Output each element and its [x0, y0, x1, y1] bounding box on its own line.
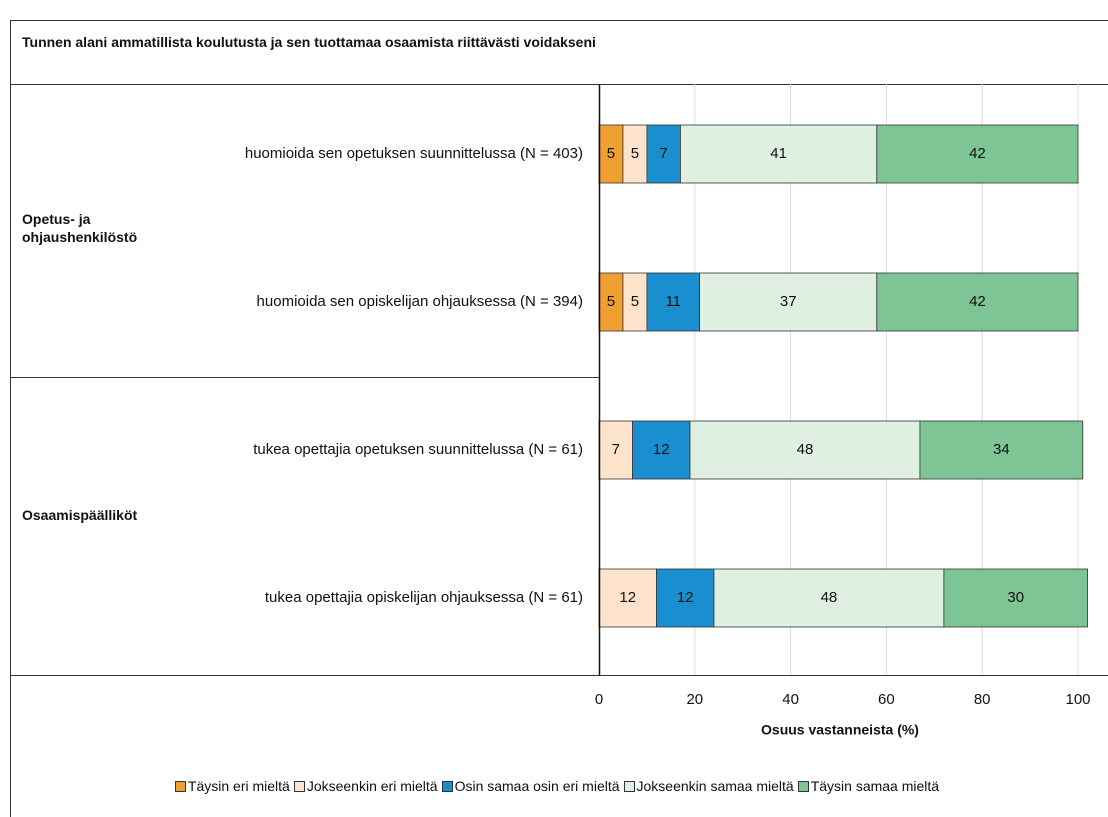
- data-label: 48: [821, 589, 838, 606]
- bar-segment: [646, 272, 700, 332]
- bar-segment: [876, 272, 1079, 332]
- bar-segment: [919, 420, 1084, 480]
- category-label: tukea opettajia opetuksen suunnittelussa…: [253, 441, 583, 458]
- x-tick-label: 40: [782, 691, 799, 708]
- category-label: huomioida sen opiskelijan ohjauksessa (N…: [257, 293, 583, 310]
- legend-item: Jokseenkin samaa mieltä: [623, 778, 794, 794]
- bar-segment: [632, 420, 691, 480]
- legend-label: Osin samaa osin eri mieltä: [454, 778, 620, 794]
- x-axis-label: Osuus vastanneista (%): [761, 722, 919, 738]
- legend-label: Täysin samaa mieltä: [810, 778, 940, 794]
- chart-title: Tunnen alani ammatillista koulutusta ja …: [22, 34, 596, 50]
- x-tick-label: 0: [595, 691, 603, 708]
- data-label: 7: [659, 145, 667, 162]
- data-label: 5: [607, 293, 615, 310]
- data-label: 7: [612, 441, 620, 458]
- legend-label: Täysin eri mieltä: [187, 778, 290, 794]
- legend-item: Täysin samaa mieltä: [797, 778, 940, 794]
- legend-swatch: [797, 780, 809, 792]
- group-label: Opetus- ja ohjaushenkilöstö: [22, 211, 138, 245]
- bar-segment: [943, 568, 1088, 628]
- data-label: 42: [969, 145, 986, 162]
- data-label: 34: [993, 441, 1010, 458]
- data-label: 12: [677, 589, 694, 606]
- legend-swatch: [293, 780, 305, 792]
- legend-swatch: [174, 780, 186, 792]
- bar-segment: [713, 568, 945, 628]
- category-label: huomioida sen opetuksen suunnittelussa (…: [245, 145, 583, 162]
- bar-segment: [680, 124, 878, 184]
- bar-segment: [598, 568, 657, 628]
- x-tick-label: 80: [974, 691, 991, 708]
- legend-label: Jokseenkin eri mieltä: [306, 778, 438, 794]
- data-label: 5: [607, 145, 615, 162]
- bar-segment: [656, 568, 715, 628]
- legend-item: Jokseenkin eri mieltä: [293, 778, 438, 794]
- x-tick-label: 20: [686, 691, 703, 708]
- data-label: 12: [619, 589, 636, 606]
- data-label: 30: [1007, 589, 1024, 606]
- legend-swatch: [623, 780, 635, 792]
- data-label: 12: [653, 441, 670, 458]
- data-label: 5: [631, 293, 639, 310]
- group-label: Osaamispäälliköt: [22, 507, 138, 523]
- legend-label: Jokseenkin samaa mieltä: [636, 778, 794, 794]
- frame: [10, 20, 1108, 817]
- legend-swatch: [441, 780, 453, 792]
- bar-segment: [876, 124, 1079, 184]
- bar-segment: [598, 420, 633, 480]
- bar-segment: [689, 420, 921, 480]
- data-label: 11: [665, 293, 681, 310]
- data-label: 41: [770, 145, 787, 162]
- data-label: 37: [780, 293, 797, 310]
- data-label: 42: [969, 293, 986, 310]
- legend-item: Täysin eri mieltä: [174, 778, 290, 794]
- bar-segment: [699, 272, 878, 332]
- x-tick-label: 100: [1065, 691, 1090, 708]
- category-label: tukea opettajia opiskelijan ohjauksessa …: [265, 589, 583, 606]
- legend: Täysin eri mieltä Jokseenkin eri mieltä Os…: [10, 778, 1108, 794]
- x-tick-label: 60: [878, 691, 895, 708]
- data-label: 5: [631, 145, 639, 162]
- legend-item: Osin samaa osin eri mieltä: [441, 778, 620, 794]
- data-label: 48: [797, 441, 814, 458]
